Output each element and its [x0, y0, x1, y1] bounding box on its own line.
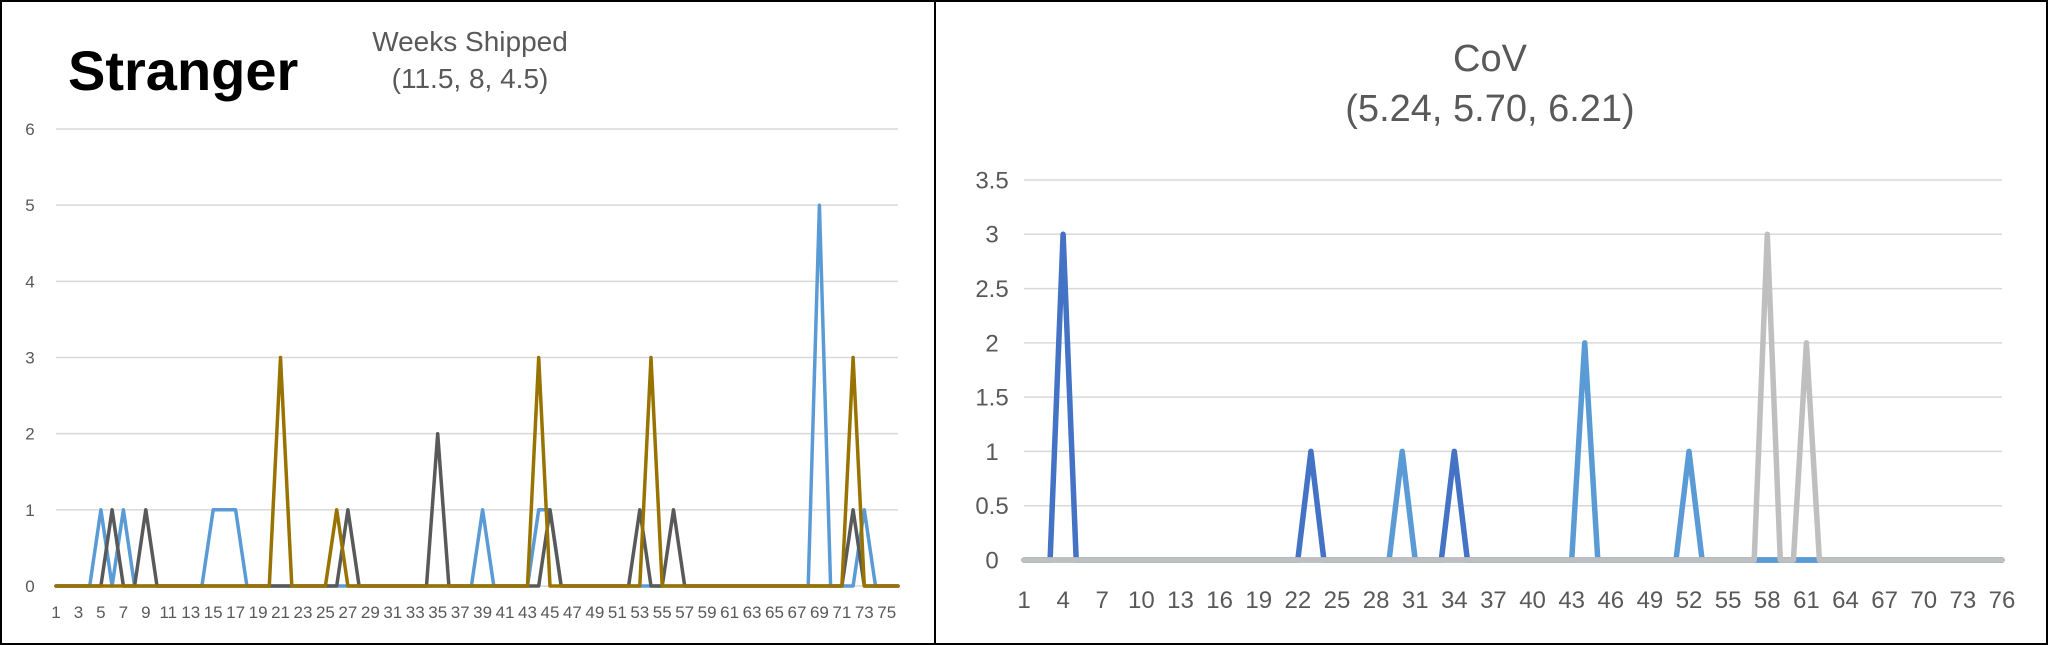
- left-x-tick-label: 25: [316, 603, 335, 622]
- left-x-tick-label: 73: [855, 603, 874, 622]
- left-chart-subtitle: (11.5, 8, 4.5): [391, 63, 549, 94]
- right-x-tick-label: 16: [1206, 587, 1233, 614]
- left-x-tick-label: 35: [428, 603, 447, 622]
- left-x-tick-label: 21: [271, 603, 290, 622]
- left-x-tick-label: 65: [765, 603, 784, 622]
- left-x-tick-label: 61: [720, 603, 739, 622]
- left-x-tick-label: 9: [141, 603, 150, 622]
- right-y-tick-label: 1.5: [975, 385, 1008, 412]
- left-x-tick-label: 69: [810, 603, 829, 622]
- left-x-tick-label: 51: [608, 603, 627, 622]
- right-y-tick-label: 3: [985, 222, 998, 249]
- right-y-tick-label: 0: [985, 547, 998, 574]
- right-x-tick-label: 64: [1832, 587, 1859, 614]
- right-x-tick-label: 43: [1558, 587, 1585, 614]
- left-x-tick-label: 75: [877, 603, 896, 622]
- right-x-tick-label: 55: [1715, 587, 1742, 614]
- right-x-tick-label: 4: [1056, 587, 1069, 614]
- left-chart-panel: [0, 0, 936, 645]
- left-x-tick-label: 63: [743, 603, 762, 622]
- left-x-tick-label: 15: [204, 603, 223, 622]
- left-y-tick-label: 0: [25, 577, 34, 596]
- right-x-tick-label: 76: [1989, 587, 2016, 614]
- left-y-tick-label: 6: [25, 120, 34, 139]
- left-chart-title: Weeks Shipped: [372, 26, 568, 57]
- left-x-tick-label: 5: [96, 603, 105, 622]
- right-x-tick-label: 58: [1754, 587, 1781, 614]
- left-x-tick-label: 7: [119, 603, 128, 622]
- left-x-tick-label: 17: [226, 603, 245, 622]
- left-x-tick-label: 29: [361, 603, 380, 622]
- left-y-tick-label: 2: [25, 425, 34, 444]
- right-x-tick-label: 7: [1096, 587, 1109, 614]
- left-x-tick-label: 27: [338, 603, 357, 622]
- right-x-tick-label: 19: [1245, 587, 1272, 614]
- right-x-tick-label: 34: [1441, 587, 1468, 614]
- left-x-tick-label: 19: [249, 603, 268, 622]
- right-x-tick-label: 22: [1284, 587, 1311, 614]
- right-x-tick-label: 1: [1017, 587, 1030, 614]
- left-x-tick-label: 49: [585, 603, 604, 622]
- left-x-tick-label: 71: [832, 603, 851, 622]
- left-x-tick-label: 3: [74, 603, 83, 622]
- left-x-tick-label: 23: [294, 603, 313, 622]
- left-x-tick-label: 37: [451, 603, 470, 622]
- right-x-tick-label: 10: [1128, 587, 1155, 614]
- right-y-tick-label: 2.5: [975, 276, 1008, 303]
- left-x-tick-label: 1: [51, 603, 60, 622]
- left-x-tick-label: 13: [181, 603, 200, 622]
- left-x-tick-label: 39: [473, 603, 492, 622]
- left-x-tick-label: 11: [159, 603, 177, 622]
- right-y-tick-label: 0.5: [975, 493, 1008, 520]
- right-x-tick-label: 49: [1637, 587, 1664, 614]
- left-x-tick-label: 55: [653, 603, 672, 622]
- right-x-tick-label: 13: [1167, 587, 1194, 614]
- right-chart-title: CoV: [1453, 38, 1527, 80]
- right-x-tick-label: 25: [1324, 587, 1351, 614]
- right-x-tick-label: 28: [1363, 587, 1390, 614]
- left-x-tick-label: 41: [496, 603, 515, 622]
- right-x-tick-label: 46: [1597, 587, 1624, 614]
- right-chart-subtitle: (5.24, 5.70, 6.21): [1345, 88, 1635, 130]
- left-y-tick-label: 4: [25, 272, 34, 291]
- right-y-tick-label: 2: [985, 330, 998, 357]
- left-x-tick-label: 67: [787, 603, 806, 622]
- right-x-tick-label: 40: [1519, 587, 1546, 614]
- right-x-tick-label: 67: [1871, 587, 1898, 614]
- left-x-tick-label: 33: [406, 603, 425, 622]
- right-x-tick-label: 37: [1480, 587, 1507, 614]
- left-x-tick-label: 45: [541, 603, 560, 622]
- right-series-3-line: [1021, 231, 2005, 563]
- left-series-3-line: [54, 355, 900, 588]
- left-x-tick-label: 59: [698, 603, 717, 622]
- right-chart-panel: [934, 0, 2048, 645]
- left-series-1-line: [54, 203, 900, 588]
- left-y-tick-label: 5: [25, 196, 34, 215]
- left-x-tick-label: 47: [563, 603, 582, 622]
- right-x-tick-label: 52: [1676, 587, 1703, 614]
- right-y-tick-label: 3.5: [975, 167, 1008, 194]
- right-x-tick-label: 73: [1950, 587, 1977, 614]
- left-x-tick-label: 53: [630, 603, 649, 622]
- right-y-tick-label: 1: [985, 439, 998, 466]
- right-x-tick-label: 31: [1402, 587, 1429, 614]
- left-x-tick-label: 57: [675, 603, 694, 622]
- right-x-tick-label: 70: [1910, 587, 1937, 614]
- right-x-tick-label: 61: [1793, 587, 1820, 614]
- left-y-tick-label: 3: [25, 348, 34, 367]
- left-y-tick-label: 1: [25, 501, 34, 520]
- left-x-tick-label: 31: [383, 603, 402, 622]
- stranger-label: Stranger: [68, 39, 299, 102]
- left-x-tick-label: 43: [518, 603, 537, 622]
